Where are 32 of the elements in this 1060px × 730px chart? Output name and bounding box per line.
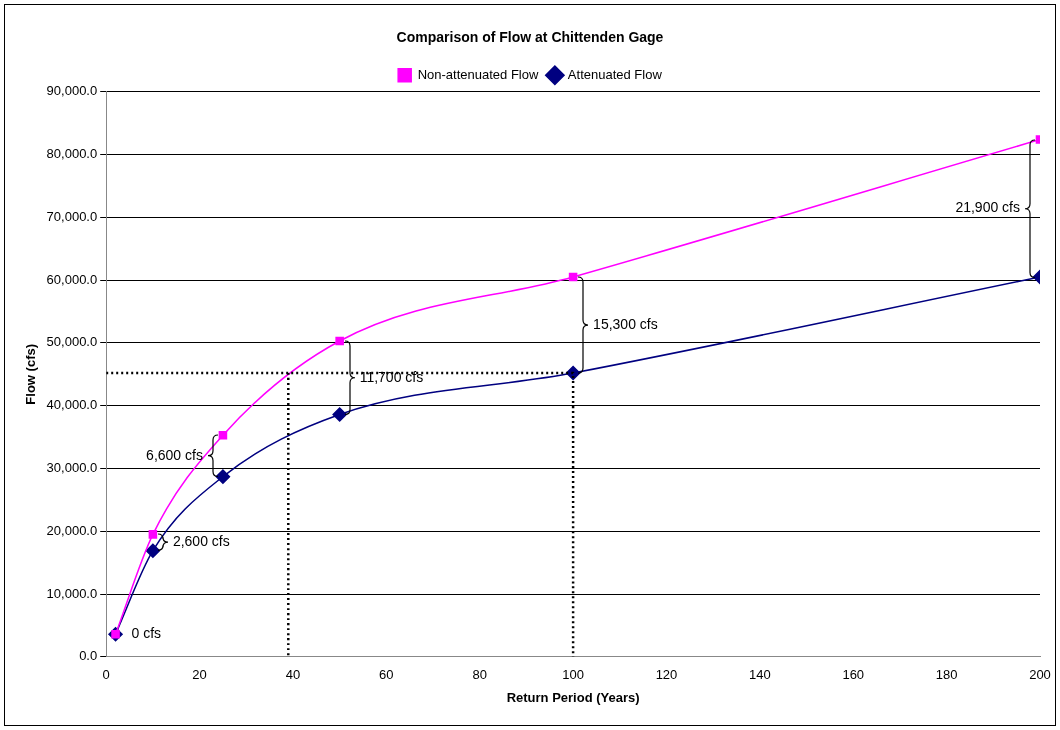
y-tick-label: 0.0 — [79, 648, 98, 664]
y-tick-label: 40,000.0 — [46, 397, 98, 413]
x-tick-label: 140 — [749, 667, 771, 683]
x-tick-label: 20 — [192, 667, 207, 683]
annotation: 6,600 cfs — [146, 446, 203, 463]
y-tick-label: 70,000.0 — [46, 208, 98, 224]
annotation: 11,700 cfs — [359, 368, 424, 385]
annotation: 2,600 cfs — [172, 533, 230, 550]
x-tick-label: 60 — [379, 667, 394, 683]
y-tick-label: 20,000.0 — [46, 522, 98, 538]
y-tick-label: 90,000.0 — [46, 83, 98, 99]
x-tick-label: 40 — [285, 667, 301, 683]
y-tick-label: 30,000.0 — [46, 460, 98, 476]
annotation: 15,300 cfs — [593, 315, 658, 332]
legend-label: Attenuated Flow — [567, 66, 663, 82]
x-tick-label: 0 — [102, 667, 110, 683]
x-tick-label: 200 — [1029, 667, 1051, 683]
y-tick-label: 50,000.0 — [46, 334, 98, 350]
x-axis-title: Return Period (Years) — [506, 689, 640, 705]
x-tick-label: 120 — [655, 667, 678, 683]
annotation: 0 cfs — [131, 625, 162, 642]
x-tick-label: 100 — [562, 667, 584, 683]
y-tick-label: 60,000.0 — [46, 271, 98, 287]
x-tick-label: 180 — [935, 667, 958, 683]
legend-label: Non-attenuated Flow — [417, 66, 539, 82]
y-axis-title: Flow (cfs) — [23, 343, 39, 405]
x-tick-label: 80 — [472, 667, 487, 683]
chart-title: Comparison of Flow at Chittenden Gage — [396, 29, 664, 46]
y-tick-label: 10,000.0 — [46, 585, 98, 601]
x-tick-label: 160 — [842, 667, 865, 683]
y-tick-label: 80,000.0 — [46, 146, 98, 162]
annotation: 21,900 cfs — [955, 199, 1020, 216]
